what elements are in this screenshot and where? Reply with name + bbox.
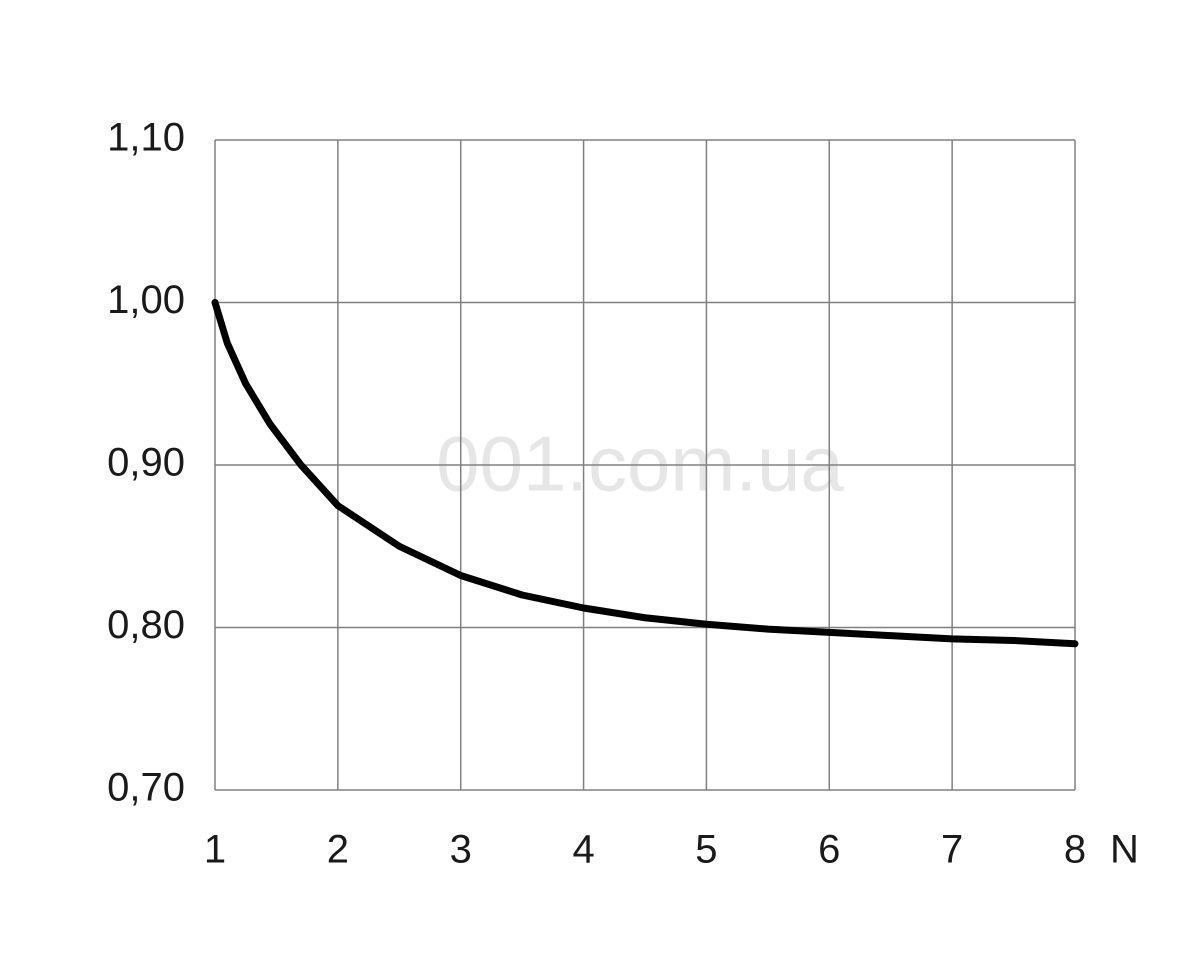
chart-container: 001.com.ua 0,70 0,80 0,90 1,00 1,10 1 2 3 4 5 6 7 8… xyxy=(0,0,1200,960)
x-tick-label: 8 xyxy=(1064,828,1086,872)
x-tick-label: 7 xyxy=(941,828,963,872)
y-tick-label: 1,10 xyxy=(107,116,185,160)
x-tick-label: 4 xyxy=(572,828,594,872)
line-chart: 001.com.ua 0,70 0,80 0,90 1,00 1,10 1 2 3 4 5 6 7 8… xyxy=(0,0,1200,960)
y-tick-label: 0,80 xyxy=(107,603,185,647)
x-tick-label: 3 xyxy=(450,828,472,872)
x-tick-label: 6 xyxy=(818,828,840,872)
y-tick-label: 0,90 xyxy=(107,441,185,485)
x-tick-label: 2 xyxy=(327,828,349,872)
y-tick-label: 1,00 xyxy=(107,278,185,322)
x-tick-label: 5 xyxy=(695,828,717,872)
watermark-text: 001.com.ua xyxy=(436,420,844,508)
x-axis-label: N xyxy=(1110,828,1139,872)
y-tick-label: 0,70 xyxy=(107,766,185,810)
x-tick-label: 1 xyxy=(204,828,226,872)
